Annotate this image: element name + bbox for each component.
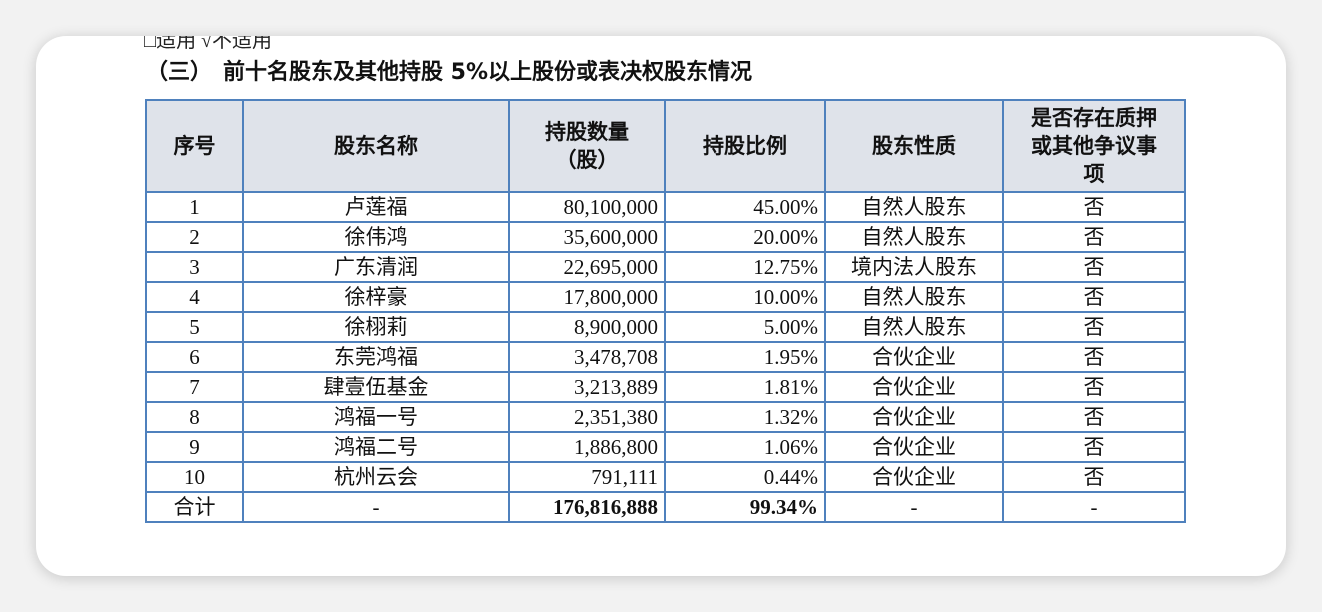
cell: 合伙企业 [824,461,1004,493]
cell: 合伙企业 [824,371,1004,403]
total-cell: - [242,491,510,523]
cell: 合伙企业 [824,341,1004,373]
top-note: □适用 √不适用 [144,36,273,52]
total-cell: 99.34% [664,491,826,523]
cell: 肆壹伍基金 [242,371,510,403]
cell: 12.75% [664,251,826,283]
cell: 17,800,000 [508,281,666,313]
cell: 自然人股东 [824,311,1004,343]
cell: 鸿福一号 [242,401,510,433]
cell: 徐梓豪 [242,281,510,313]
data-row: 6 东莞鸿福 3,478,708 1.95% 合伙企业否 [145,341,1186,373]
data-row: 8 鸿福一号 2,351,380 1.32% 合伙企业否 [145,401,1186,433]
cell: 20.00% [664,221,826,253]
cell: 5.00% [664,311,826,343]
cell: 合伙企业 [824,431,1004,463]
data-row: 7 肆壹伍基金 3,213,889 1.81% 合伙企业否 [145,371,1186,403]
cell: 否 [1002,221,1186,253]
shareholder-table: 序号 股东名称 持股数量 （股） 持股比例 股东性质 是否存在质押 或其他争议事 项 1 卢莲… [145,99,1186,523]
header-cell: 序号 [145,99,244,193]
cell: 否 [1002,281,1186,313]
cell: 1.06% [664,431,826,463]
header-cell: 股东性质 [824,99,1004,193]
cell: 合伙企业 [824,401,1004,433]
header-cell: 持股数量 （股） [508,99,666,193]
cell: 1 [145,191,244,223]
cell: 徐伟鸿 [242,221,510,253]
data-row: 4 徐梓豪 17,800,000 10.00% 自然人股东否 [145,281,1186,313]
total-cell: - [1002,491,1186,523]
cell: 否 [1002,461,1186,493]
cell: 8,900,000 [508,311,666,343]
total-cell: 合计 [145,491,244,523]
cell: 3,213,889 [508,371,666,403]
cell: 否 [1002,251,1186,283]
total-row: 合计 -176,816,888 99.34% - - [145,491,1186,523]
cell: 1.95% [664,341,826,373]
cell: 境内法人股东 [824,251,1004,283]
header-cell: 是否存在质押 或其他争议事 项 [1002,99,1186,193]
cell: 10.00% [664,281,826,313]
cell: 否 [1002,191,1186,223]
cell: 8 [145,401,244,433]
cell: 1.32% [664,401,826,433]
header-cell: 持股比例 [664,99,826,193]
cell: 自然人股东 [824,221,1004,253]
total-cell: - [824,491,1004,523]
cell: 卢莲福 [242,191,510,223]
cell: 5 [145,311,244,343]
header-cell: 股东名称 [242,99,510,193]
cell: 自然人股东 [824,281,1004,313]
cell: 杭州云会 [242,461,510,493]
cell: 1,886,800 [508,431,666,463]
cell: 3 [145,251,244,283]
cell: 7 [145,371,244,403]
cell: 自然人股东 [824,191,1004,223]
cell: 10 [145,461,244,493]
cell: 22,695,000 [508,251,666,283]
cell: 6 [145,341,244,373]
cell: 80,100,000 [508,191,666,223]
data-row: 9 鸿福二号 1,886,800 1.06% 合伙企业否 [145,431,1186,463]
cell: 鸿福二号 [242,431,510,463]
cell: 否 [1002,371,1186,403]
data-row: 10 杭州云会 791,111 0.44% 合伙企业否 [145,461,1186,493]
cell: 否 [1002,341,1186,373]
card: □适用 √不适用 （三） 前十名股东及其他持股 5%以上股份或表决权股东情况 序… [36,36,1286,576]
cell: 0.44% [664,461,826,493]
header-row: 序号 股东名称 持股数量 （股） 持股比例 股东性质 是否存在质押 或其他争议事 项 [145,99,1186,193]
section-title: （三） 前十名股东及其他持股 5%以上股份或表决权股东情况 [146,60,753,85]
cell: 徐栩莉 [242,311,510,343]
cell: 9 [145,431,244,463]
data-row: 1 卢莲福 80,100,000 45.00% 自然人股东否 [145,191,1186,223]
cell: 否 [1002,401,1186,433]
data-row: 3 广东清润 22,695,000 12.75% 境内法人股东否 [145,251,1186,283]
cell: 4 [145,281,244,313]
cell: 3,478,708 [508,341,666,373]
cell: 否 [1002,431,1186,463]
cell: 2,351,380 [508,401,666,433]
cell: 2 [145,221,244,253]
data-row: 5 徐栩莉 8,900,000 5.00% 自然人股东否 [145,311,1186,343]
cell: 35,600,000 [508,221,666,253]
cell: 东莞鸿福 [242,341,510,373]
data-row: 2 徐伟鸿 35,600,000 20.00% 自然人股东否 [145,221,1186,253]
cell: 45.00% [664,191,826,223]
total-cell: 176,816,888 [508,491,666,523]
cell: 广东清润 [242,251,510,283]
cell: 1.81% [664,371,826,403]
cell: 否 [1002,311,1186,343]
cell: 791,111 [508,461,666,493]
